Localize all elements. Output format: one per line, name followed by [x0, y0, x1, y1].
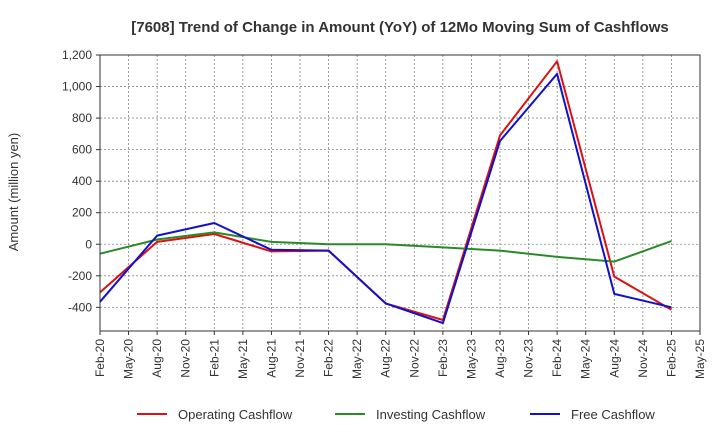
x-tick-label: Aug-21: [264, 339, 278, 378]
x-tick-label: Aug-20: [150, 339, 164, 378]
y-tick-label: 0: [85, 237, 92, 251]
legend-label: Investing Cashflow: [376, 407, 486, 422]
x-tick-label: Nov-24: [636, 339, 650, 378]
series-lines: [99, 60, 672, 325]
x-tick-label: Nov-22: [407, 339, 421, 378]
x-tick-label: May-23: [464, 339, 478, 379]
y-tick-label: 400: [72, 174, 92, 188]
x-tick-label: Aug-22: [379, 339, 393, 378]
x-tick-label: May-20: [122, 339, 136, 379]
x-tick-label: Feb-22: [322, 339, 336, 377]
series-line-investing-cashflow: [99, 231, 672, 263]
x-tick-label: Nov-20: [179, 339, 193, 378]
x-tick-label: Aug-24: [607, 339, 621, 378]
x-tick-label: Feb-23: [436, 339, 450, 377]
chart-title: [7608] Trend of Change in Amount (YoY) o…: [131, 19, 669, 36]
x-axis-ticks: Feb-20 May-20 Aug-20 Nov-20 Feb-21 May-21 Aug-…: [93, 331, 707, 379]
x-tick-label: Feb-25: [664, 339, 678, 377]
y-axis-ticks: -400 -200 0 200 400 600 800 1,000 1,200: [62, 48, 100, 314]
x-tick-label: Feb-24: [550, 339, 564, 377]
x-tick-label: Feb-21: [207, 339, 221, 377]
x-tick-label: May-22: [350, 339, 364, 379]
legend-label: Free Cashflow: [571, 407, 655, 422]
y-axis-label: Amount (million yen): [6, 133, 21, 252]
y-tick-label: -400: [68, 300, 92, 314]
y-tick-label: -200: [68, 269, 92, 283]
x-tick-label: May-25: [693, 339, 707, 379]
x-tick-label: Nov-21: [293, 339, 307, 378]
y-tick-label: 1,200: [62, 48, 92, 62]
x-tick-label: May-21: [236, 339, 250, 379]
y-tick-label: 800: [72, 111, 92, 125]
legend-label: Operating Cashflow: [178, 407, 293, 422]
x-tick-label: Feb-20: [93, 339, 107, 377]
legend: Operating Cashflow Investing Cashflow Free…: [137, 407, 655, 422]
y-tick-label: 600: [72, 143, 92, 157]
grid: [100, 54, 700, 331]
x-tick-label: Nov-23: [522, 339, 536, 378]
x-tick-label: May-24: [579, 339, 593, 379]
series-line-free-cashflow: [99, 72, 672, 325]
y-tick-label: 200: [72, 206, 92, 220]
plot-frame: [99, 54, 701, 332]
y-tick-label: 1,000: [62, 80, 92, 94]
x-tick-label: Aug-23: [493, 339, 507, 378]
